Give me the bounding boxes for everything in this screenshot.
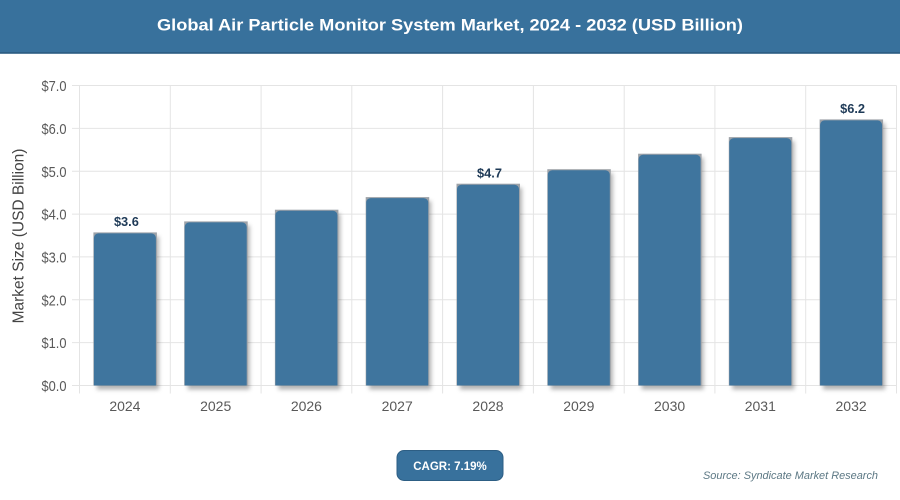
svg-text:2024: 2024 [109,398,140,414]
svg-text:$6.2: $6.2 [840,101,865,116]
svg-text:$5.0: $5.0 [42,164,67,181]
svg-text:2030: 2030 [654,398,685,414]
svg-text:$3.6: $3.6 [114,214,139,229]
svg-text:2026: 2026 [291,398,322,414]
svg-text:$4.7: $4.7 [477,165,502,180]
svg-text:CAGR: 7.19%: CAGR: 7.19% [413,459,487,473]
svg-text:$3.0: $3.0 [42,250,67,267]
svg-text:2029: 2029 [563,398,594,414]
svg-text:Global Air Particle Monitor Sy: Global Air Particle Monitor System Marke… [157,16,743,35]
svg-text:$1.0: $1.0 [42,335,67,352]
svg-text:2032: 2032 [836,398,867,414]
svg-text:2027: 2027 [382,398,413,414]
svg-text:Market Size (USD Billion): Market Size (USD Billion) [11,149,28,324]
svg-text:2025: 2025 [200,398,231,414]
svg-text:$2.0: $2.0 [42,292,67,309]
svg-text:2028: 2028 [472,398,503,414]
svg-text:$4.0: $4.0 [42,207,67,224]
svg-text:$7.0: $7.0 [42,78,67,95]
svg-text:$6.0: $6.0 [42,121,67,138]
svg-text:2031: 2031 [745,398,776,414]
svg-text:Source: Syndicate Market Resea: Source: Syndicate Market Research [703,470,878,482]
svg-text:$0.0: $0.0 [42,378,67,395]
